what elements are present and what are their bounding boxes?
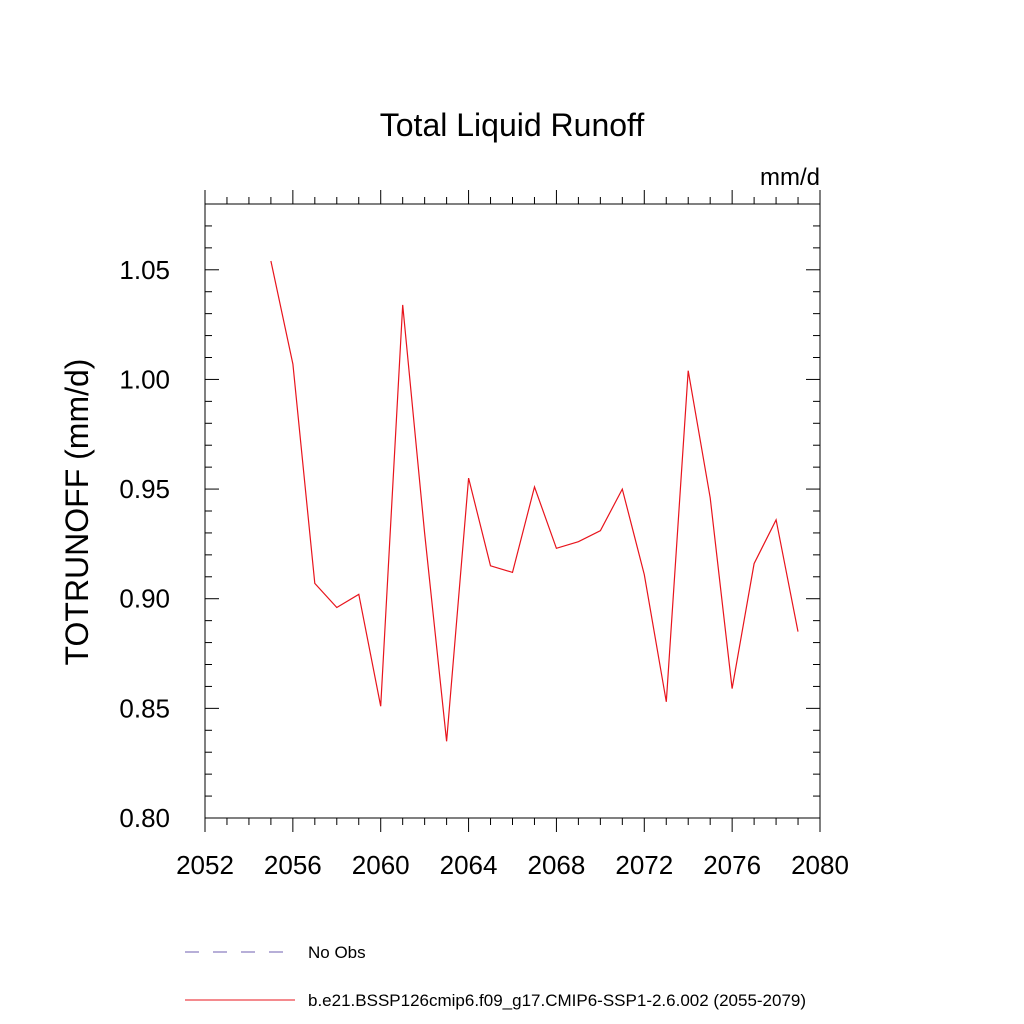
y-tick-label: 0.85 bbox=[119, 693, 170, 723]
axis-ticks bbox=[204, 190, 821, 832]
axis-tick-labels: 2052 2056 2060 2064 2068 2072 2076 2080 0.80 0.85… bbox=[119, 255, 849, 880]
x-tick-label: 2072 bbox=[615, 850, 673, 880]
x-tick-label: 2060 bbox=[352, 850, 410, 880]
x-tick-label: 2056 bbox=[264, 850, 322, 880]
y-axis-label: TOTRUNOFF (mm/d) bbox=[59, 359, 95, 666]
y-tick-label: 1.00 bbox=[119, 364, 170, 394]
chart-title: Total Liquid Runoff bbox=[380, 107, 645, 143]
x-tick-label: 2064 bbox=[440, 850, 498, 880]
x-tick-label: 2068 bbox=[528, 850, 586, 880]
series-layer bbox=[270, 260, 799, 742]
y-tick-label: 0.90 bbox=[119, 584, 170, 614]
legend: No Obs b.e21.BSSP126cmip6.f09_g17.CMIP6-S… bbox=[185, 943, 806, 1010]
legend-label: No Obs bbox=[308, 943, 366, 962]
y-tick-label: 0.95 bbox=[119, 474, 170, 504]
y-tick-label: 0.80 bbox=[119, 803, 170, 833]
x-tick-label: 2052 bbox=[176, 850, 234, 880]
series-line bbox=[270, 260, 799, 742]
legend-label: b.e21.BSSP126cmip6.f09_g17.CMIP6-SSP1-2.… bbox=[308, 991, 806, 1010]
units-label: mm/d bbox=[760, 164, 820, 191]
plot-frame bbox=[204, 203, 821, 819]
x-tick-label: 2080 bbox=[791, 850, 849, 880]
x-tick-label: 2076 bbox=[703, 850, 761, 880]
y-tick-label: 1.05 bbox=[119, 255, 170, 285]
